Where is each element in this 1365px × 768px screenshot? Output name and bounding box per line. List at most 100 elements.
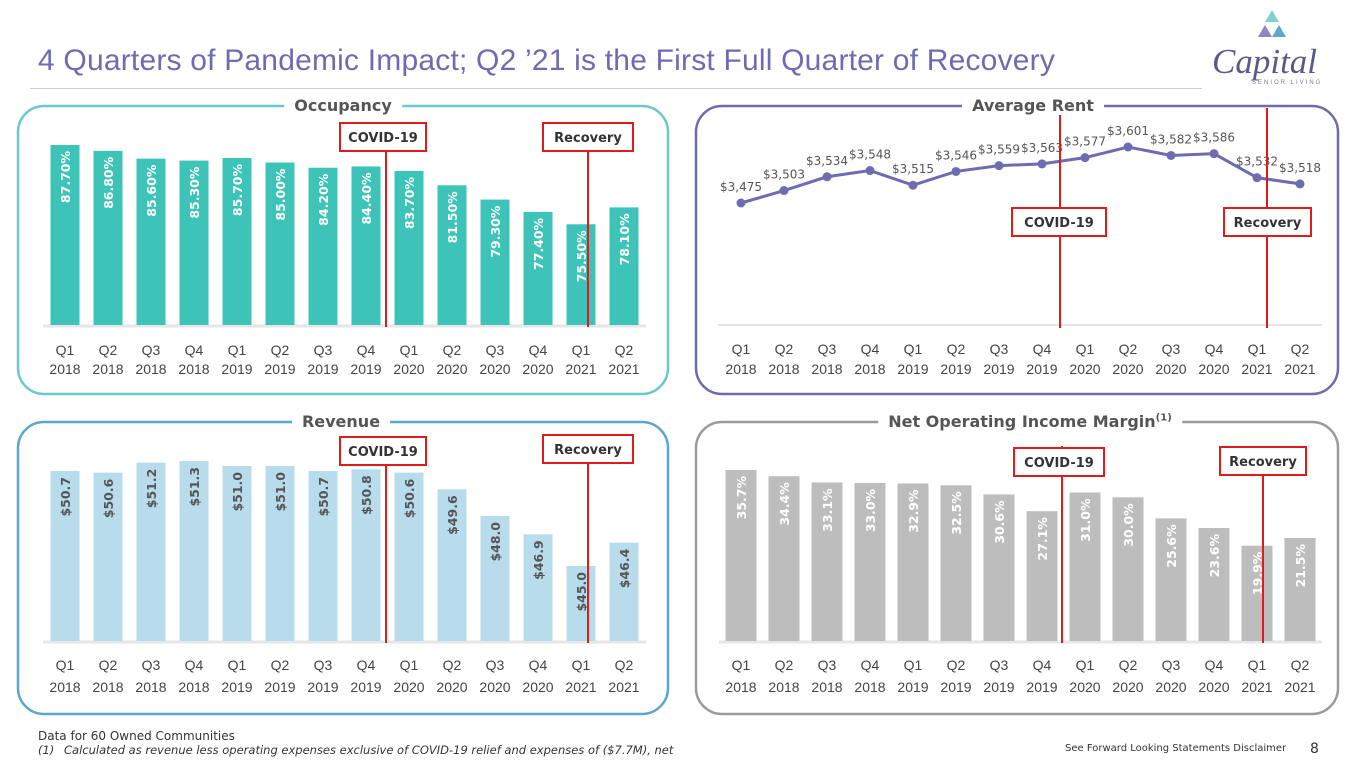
bar <box>480 199 510 325</box>
x-tick-year: 2019 <box>221 679 252 695</box>
x-tick-quarter: Q2 <box>615 657 634 673</box>
revenue-title: Revenue <box>291 412 391 431</box>
revenue-chart: $50.7 $50.6 $51.2 $51.3 $51.0 $51.0 $50.7 $50.8… <box>16 420 670 716</box>
x-tick-year: 2018 <box>768 361 799 377</box>
average-rent-title: Average Rent <box>962 96 1104 115</box>
x-tick-quarter: Q1 <box>732 341 751 357</box>
footnote-1: (1) Calculated as revenue less operating … <box>38 743 673 757</box>
x-tick-year: 2019 <box>350 361 381 377</box>
data-label: $50.6 <box>402 478 417 518</box>
logo-wordmark: Capital <box>1212 42 1318 81</box>
bar <box>1284 538 1316 641</box>
covid-marker-box <box>1013 447 1105 477</box>
x-tick-year: 2021 <box>565 679 596 695</box>
bar <box>983 494 1015 641</box>
bar <box>897 483 929 641</box>
x-tick-year: 2018 <box>49 361 80 377</box>
x-tick-quarter: Q3 <box>486 657 505 673</box>
data-label: 35.7% <box>734 476 749 520</box>
x-tick-quarter: Q3 <box>1162 657 1181 673</box>
data-label: 85.70% <box>230 164 245 217</box>
bar <box>222 157 252 325</box>
noi-margin-chart: 35.7% 34.4% 33.1% 33.0% 32.9% 32.5% 30.6% 27.1%… <box>694 420 1340 716</box>
data-label: 23.6% <box>1207 533 1222 577</box>
data-label: $3,532 <box>1236 155 1278 169</box>
data-label: $50.7 <box>316 477 331 517</box>
x-tick-year: 2020 <box>393 679 424 695</box>
data-label: $45.0 <box>574 572 589 612</box>
data-label: 25.6% <box>1164 524 1179 568</box>
data-label: 30.0% <box>1121 503 1136 547</box>
x-tick-quarter: Q2 <box>947 341 966 357</box>
bar <box>437 489 467 641</box>
x-tick-year: 2018 <box>49 679 80 695</box>
recovery-marker-box <box>1223 207 1312 237</box>
bar <box>351 166 381 325</box>
covid-marker-box <box>1011 207 1107 237</box>
data-label: $3,601 <box>1107 124 1149 138</box>
x-tick-quarter: Q4 <box>529 342 548 358</box>
bar <box>437 185 467 325</box>
x-tick-quarter: Q1 <box>1076 341 1095 357</box>
bar <box>265 162 295 325</box>
data-label: $51.0 <box>273 472 288 512</box>
x-tick-year: 2020 <box>1155 361 1186 377</box>
data-label: 32.9% <box>906 489 921 533</box>
data-point <box>994 161 1004 171</box>
x-tick-quarter: Q4 <box>1205 341 1224 357</box>
data-label: $3,559 <box>978 143 1020 157</box>
x-tick-quarter: Q3 <box>818 657 837 673</box>
bar <box>308 471 338 641</box>
x-tick-quarter: Q1 <box>400 342 419 358</box>
x-tick-year: 2019 <box>940 679 971 695</box>
bar <box>265 466 295 641</box>
x-tick-year: 2019 <box>983 679 1014 695</box>
x-tick-quarter: Q1 <box>572 657 591 673</box>
x-tick-quarter: Q1 <box>1248 657 1267 673</box>
logo-tagline: SENIOR LIVING <box>1252 80 1323 86</box>
data-point <box>1252 173 1262 183</box>
x-tick-year: 2019 <box>1026 361 1057 377</box>
x-tick-year: 2020 <box>1155 679 1186 695</box>
x-tick-quarter: Q2 <box>947 657 966 673</box>
data-label: 85.30% <box>187 166 202 219</box>
data-label: $3,582 <box>1150 132 1192 146</box>
x-tick-quarter: Q2 <box>99 342 118 358</box>
bar <box>523 534 553 641</box>
x-tick-quarter: Q3 <box>1162 341 1181 357</box>
covid-marker-box <box>339 436 427 466</box>
x-tick-quarter: Q2 <box>775 657 794 673</box>
recovery-marker-label: Recovery <box>554 443 622 458</box>
x-tick-quarter: Q2 <box>1119 341 1138 357</box>
data-label: $3,577 <box>1064 135 1106 149</box>
x-tick-year: 2018 <box>135 679 166 695</box>
x-tick-quarter: Q2 <box>271 342 290 358</box>
footnote-1-text: Calculated as revenue less operating exp… <box>64 743 674 757</box>
x-tick-year: 2020 <box>1069 679 1100 695</box>
disclaimer-link[interactable]: See Forward Looking Statements Disclaime… <box>1065 743 1287 754</box>
recovery-marker-label: Recovery <box>554 131 622 146</box>
x-tick-year: 2018 <box>178 679 209 695</box>
data-label: $50.8 <box>359 475 374 515</box>
recovery-marker-label: Recovery <box>1234 216 1302 231</box>
bar <box>1069 492 1101 641</box>
data-point <box>1209 149 1219 159</box>
x-tick-year: 2019 <box>350 679 381 695</box>
x-tick-year: 2020 <box>1069 361 1100 377</box>
x-tick-quarter: Q2 <box>99 657 118 673</box>
data-label: 83.70% <box>402 177 417 230</box>
x-tick-quarter: Q1 <box>400 657 419 673</box>
bar <box>1198 527 1230 641</box>
x-tick-year: 2020 <box>436 679 467 695</box>
x-tick-year: 2020 <box>436 361 467 377</box>
x-tick-quarter: Q2 <box>271 657 290 673</box>
recovery-marker-label: Recovery <box>1229 455 1297 470</box>
x-tick-quarter: Q3 <box>314 657 333 673</box>
bar <box>93 150 123 325</box>
x-tick-quarter: Q4 <box>357 342 376 358</box>
covid-marker-label: COVID-19 <box>348 131 418 146</box>
bar <box>1112 497 1144 641</box>
data-label: 27.1% <box>1035 517 1050 561</box>
x-tick-year: 2020 <box>1198 679 1229 695</box>
data-label: $3,563 <box>1021 141 1063 155</box>
